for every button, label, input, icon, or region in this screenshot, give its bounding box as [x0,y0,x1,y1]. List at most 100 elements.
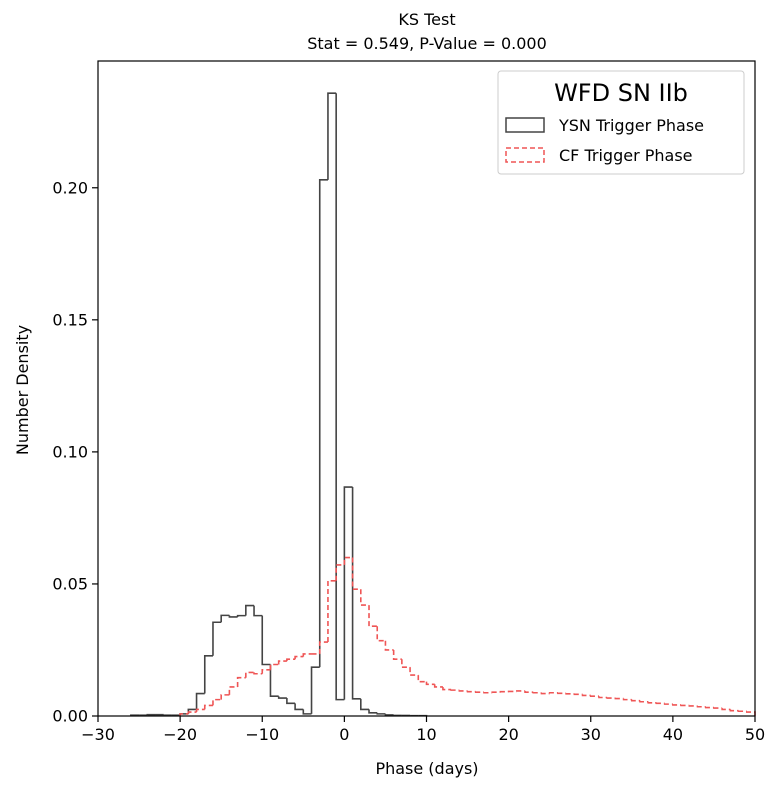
histogram-bin [376,626,386,642]
histogram-bin [589,695,599,697]
histogram-bin [277,696,287,699]
histogram-bin [483,691,493,694]
histogram-bin [245,604,255,616]
histogram-bin [647,701,657,704]
histogram-bin [343,556,353,565]
histogram-bin [458,690,468,692]
histogram-bin [532,691,542,694]
histogram-bin [228,686,238,695]
histogram-bin [573,693,583,696]
histogram-bin [737,710,747,713]
histogram-bin [261,615,271,666]
x-tick-label: 0 [339,725,349,744]
histogram-bin [220,694,230,700]
histogram-bin [384,640,394,651]
histogram-bin [179,713,189,716]
histogram-bin [146,713,156,716]
x-tick-label: 20 [498,725,518,744]
histogram-bin [729,709,739,712]
histogram-bin [540,692,550,695]
histogram-bin [269,664,279,697]
histogram-bin [318,641,328,654]
histogram-bin [614,697,624,700]
histogram-bin [294,703,304,711]
histogram-bin [302,709,312,715]
legend-box [497,70,745,175]
legend-label-ysn: YSN Trigger Phase [558,116,704,135]
histogram-bin [203,704,213,710]
histogram-bin [343,486,353,700]
histogram-bin [409,667,419,676]
y-tick-label: 0.15 [52,310,88,329]
histogram-bin [351,557,361,591]
histogram-bin [212,621,222,656]
histogram-bin [442,686,452,691]
legend-swatch-cf [505,147,545,163]
histogram-bin [245,671,255,678]
histogram-bin [663,703,673,705]
histogram-bin [548,691,558,694]
histogram-bin [310,666,320,714]
x-axis-label: Phase (days) [375,759,478,778]
histogram-bin [368,709,378,714]
histogram-bin [713,707,723,709]
histogram-bin [622,698,632,701]
histogram-bin [499,690,509,693]
histogram-bin [212,698,222,706]
x-tick-label: −10 [245,725,279,744]
histogram-bin [631,699,641,702]
histogram-bin [294,655,304,660]
histogram-bin [425,681,435,686]
histogram-bin [368,605,378,628]
histogram-bin [327,92,337,180]
histogram-bin [516,690,526,692]
histogram-bin [680,704,690,707]
histogram-bin [261,668,271,674]
histogram-bin [581,694,591,697]
histogram-bin [236,676,246,687]
x-tick-label: −20 [163,725,197,744]
histogram-bin [228,615,238,618]
histogram-bin [474,691,484,694]
x-tick-label: 40 [663,725,683,744]
histogram-bin [655,702,665,705]
x-tick-label: 10 [416,725,436,744]
histogram-bin [277,660,287,665]
histogram-bin [286,658,296,662]
histogram-bin [376,712,386,715]
histogram-bin [433,684,443,688]
histogram-bin [466,690,476,693]
histogram-bin [491,691,501,694]
histogram-bin [236,614,246,617]
histogram-bin [302,653,312,657]
histogram-bin [417,675,427,683]
histogram-bin [401,659,411,668]
axes: −30 −20 −10 0 10 20 30 40 50 0.00 0.05 0.10 0.15 0.20 [52,60,765,744]
histogram-bin [195,692,205,710]
histogram-bin [672,704,682,706]
histogram-bin [203,654,213,694]
histogram-bin [253,605,263,617]
histogram-bin [187,711,197,714]
x-tick-label: 30 [581,725,601,744]
y-axis-label: Number Density [13,325,32,455]
histogram-bin [524,690,534,694]
histogram-bin [360,698,370,711]
histogram-bin [450,689,460,691]
legend: WFD SN IIb YSN Trigger Phase CF Trigger … [497,70,745,175]
series-cf [179,556,756,716]
histogram-bin [253,672,263,675]
histogram-bin [704,706,714,709]
y-tick-label: 0.00 [52,707,88,726]
histogram-bin [269,663,279,670]
histogram-bin [195,708,205,713]
histogram-bin [162,714,172,717]
legend-label-cf: CF Trigger Phase [559,146,693,165]
y-tick-label: 0.10 [52,442,88,461]
histogram-bin [639,700,649,703]
histogram-bin [327,579,337,643]
plot-area [130,92,756,717]
histogram-bin [286,698,296,705]
histogram-bin [392,714,402,717]
